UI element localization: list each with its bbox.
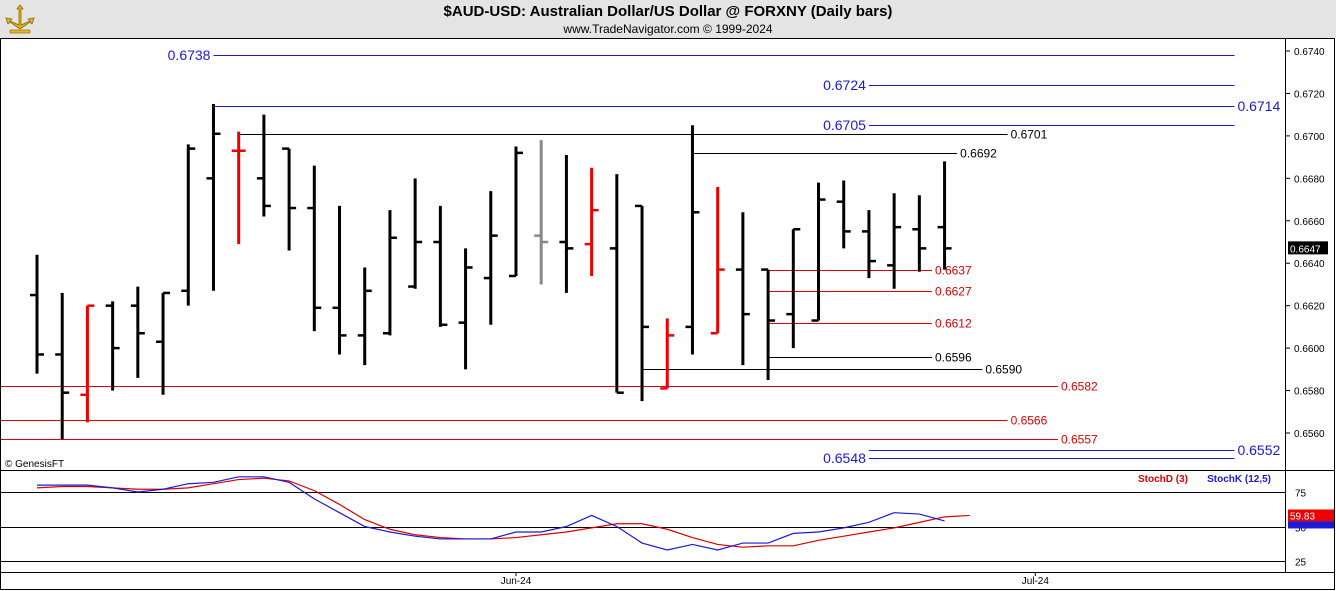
price-tick-label: 0.6720 [1294,89,1325,100]
price-tick-label: 0.6700 [1294,132,1325,143]
plot-frame [0,38,1335,573]
price-level-label: 0.6724 [823,77,866,93]
price-level-label: 0.6557 [1061,433,1098,447]
legend-stochd: StochD (3) [1138,474,1188,485]
stochastic-series-line [36,477,970,548]
current-price-box [1288,241,1328,255]
price-axis: 0.6740 0.6720 0.6700 0.6680 0.6660 0.6640 0.66… [1285,47,1328,440]
oscillator-tick-label: 50 [1295,524,1307,535]
oscillator-value-box-blue [1288,521,1334,529]
chart-subtitle: www.TradeNavigator.com © 1999-2024 [563,22,773,36]
price-level-label: 0.6552 [1237,442,1280,458]
price-levels: 0.6738 0.6724 0.6714 0.6705 0.6701 0.6692 0.66… [1,47,1281,466]
price-level-label: 0.6582 [1061,380,1098,394]
stochastic-panel: 75 50 25 StochD (3) StochK (12,5) 59.83 [1,474,1334,569]
chart-frames [0,38,1335,590]
price-level-label: 0.6548 [823,450,866,466]
oscillator-tick-label: 75 [1295,489,1307,500]
chart-title: $AUD-USD: Australian Dollar/US Dollar @ … [443,3,893,20]
price-level-label: 0.6714 [1237,98,1280,114]
date-tick-label: Jun-24 [501,576,532,587]
date-tick-label: Jul-24 [1022,576,1050,587]
price-tick-label: 0.6620 [1294,302,1325,313]
oscillator-value-box [1288,509,1334,522]
oscillator-value-label: 59.83 [1290,511,1315,522]
price-level-label: 0.6596 [935,351,972,365]
copyright-label: © GenesisFT [5,459,64,470]
price-tick-label: 0.6680 [1294,174,1325,185]
price-level-label: 0.6566 [1011,414,1048,428]
price-level-label: 0.6692 [960,147,997,161]
price-level-label: 0.6612 [935,317,972,331]
price-level-label: 0.6701 [1011,128,1048,142]
price-tick-label: 0.6580 [1294,387,1325,398]
price-tick-label: 0.6600 [1294,344,1325,355]
price-tick-label: 0.6560 [1294,429,1325,440]
stochastic-series-line [37,476,945,551]
price-level-label: 0.6637 [935,264,972,278]
price-level-label: 0.6705 [823,117,866,133]
price-tick-label: 0.6640 [1294,259,1325,270]
price-level-label: 0.6590 [985,363,1022,377]
oscillator-tick-label: 25 [1295,558,1307,569]
price-tick-label: 0.6740 [1294,47,1325,58]
chart-header: $AUD-USD: Australian Dollar/US Dollar @ … [0,0,1336,38]
legend-stochk: StochK (12,5) [1207,474,1271,485]
current-price-label: 0.6647 [1290,244,1321,255]
date-axis: Jun-24 Jul-24 [501,572,1050,587]
price-tick-label: 0.6660 [1294,217,1325,228]
date-axis-frame [0,572,1335,590]
ohlc-bars [30,104,952,440]
price-level-label: 0.6627 [935,285,972,299]
trade-navigator-logo-icon [4,3,36,35]
price-level-label: 0.6738 [168,47,211,63]
